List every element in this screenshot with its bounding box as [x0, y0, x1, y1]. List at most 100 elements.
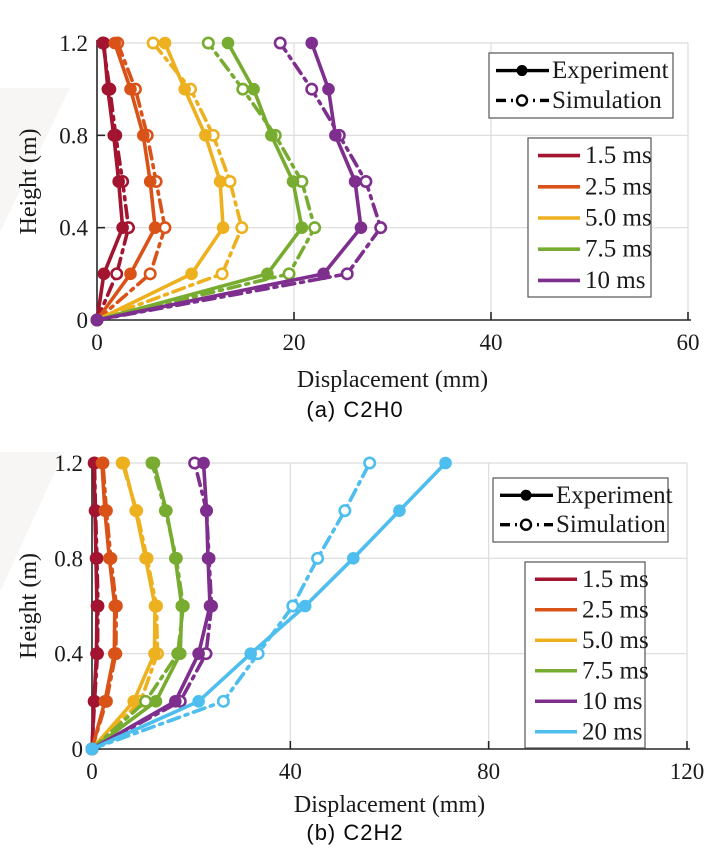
experiment-marker: [101, 82, 115, 96]
x-tick-label-80: 80: [477, 759, 500, 784]
y-tick-label-0: 0: [72, 737, 84, 762]
legend-time-label-7-5-ms: 7.5 ms: [585, 236, 652, 263]
open-circle-marker-icon: [519, 518, 533, 531]
experiment-marker: [354, 221, 368, 234]
legend-time-label-10-ms: 10 ms: [585, 267, 645, 294]
y-tick-label-1.2: 1.2: [59, 31, 88, 56]
y-tick-label-0.4: 0.4: [59, 216, 88, 241]
x-axis-label: Displacement (mm): [294, 792, 485, 818]
experiment-marker: [90, 599, 104, 613]
experiment-marker: [108, 647, 121, 660]
series-7-5-ms-experiment: [90, 36, 309, 327]
experiment-marker: [348, 175, 362, 188]
x-tick-label-0: 0: [86, 759, 98, 784]
simulation-marker: [235, 221, 249, 235]
open-circle-marker-icon: [515, 94, 529, 107]
simulation-marker: [146, 36, 160, 50]
x-tick-label-20: 20: [283, 330, 306, 355]
experiment-marker: [98, 695, 112, 708]
experiment-marker: [136, 129, 150, 142]
experiment-marker: [148, 221, 162, 234]
experiment-marker: [87, 695, 101, 708]
experiment-marker: [185, 267, 198, 281]
experiment-marker: [347, 552, 360, 565]
experiment-marker: [116, 221, 129, 234]
experiment-marker: [124, 267, 137, 281]
y-tick-label-0: 0: [77, 308, 89, 333]
legend-times: 1.5 ms 2.5 ms 5.0 ms 7.5 ms 10 ms 20 ms: [524, 561, 649, 749]
experiment-marker: [173, 647, 187, 660]
experiment-marker: [317, 267, 330, 281]
chart-a: 0 20 40 60 0 0.4 0.8 1.2 Displacement (mm) Height…: [0, 31, 700, 393]
legend-time-label-5-0-ms: 5.0 ms: [582, 627, 649, 654]
experiment-marker: [322, 82, 335, 96]
legend-style-label-experiment: Experiment: [556, 482, 673, 509]
experiment-marker: [143, 175, 157, 188]
experiment-marker: [247, 82, 260, 96]
simulation-marker: [273, 36, 287, 50]
experiment-marker: [112, 175, 125, 188]
experiment-marker: [108, 599, 122, 613]
legend-time-label-10-ms: 10 ms: [582, 688, 642, 715]
simulation-marker: [359, 175, 373, 189]
legend-time-label-20-ms: 20 ms: [582, 718, 642, 745]
experiment-marker: [148, 599, 162, 613]
experiment-marker: [169, 695, 182, 708]
experiment-marker: [216, 221, 230, 234]
series-5-0-ms-experiment: [90, 36, 230, 327]
legend-time-label-1-5-ms: 1.5 ms: [585, 142, 652, 169]
experiment-marker: [97, 267, 111, 281]
simulation-marker: [236, 82, 250, 96]
chart-b: 0 40 80 120 0 0.4 0.8 1.2 Displacement (mm) Heigh…: [0, 451, 704, 818]
caption-b: (b) C2H2: [306, 820, 404, 845]
series-1-5-ms-experiment: [85, 456, 104, 756]
y-tick-label-0.8: 0.8: [59, 123, 88, 148]
experiment-marker: [203, 599, 217, 613]
x-axis-label: Displacement (mm): [297, 367, 488, 393]
x-tick-label-120: 120: [670, 759, 705, 784]
experiment-marker: [261, 267, 274, 281]
simulation-marker: [110, 267, 124, 281]
legend-time-label-7-5-ms: 7.5 ms: [582, 657, 649, 684]
scan-artifact: [0, 88, 70, 232]
experiment-marker: [201, 552, 215, 565]
series-20-ms-experiment: [85, 456, 452, 756]
legend-time-label-5-0-ms: 5.0 ms: [585, 205, 652, 232]
legend-times-box: [524, 561, 646, 749]
experiment-marker: [97, 36, 111, 50]
simulation-marker: [305, 82, 319, 96]
simulation-marker: [363, 456, 377, 470]
experiment-marker: [147, 456, 161, 470]
experiment-marker: [139, 552, 152, 565]
experiment-marker: [221, 36, 235, 50]
simulation-marker: [215, 267, 229, 281]
legend-style-box: [488, 52, 674, 119]
experiment-marker: [117, 456, 131, 470]
experiment-marker: [129, 504, 142, 517]
simulation-marker: [340, 267, 354, 281]
experiment-marker: [192, 647, 205, 660]
experiment-marker: [98, 504, 112, 517]
y-tick-label-0.4: 0.4: [54, 642, 83, 667]
experiment-marker: [103, 552, 116, 565]
experiment-marker: [169, 552, 182, 565]
experiment-marker: [160, 504, 173, 517]
caption-a: (a) C2H0: [306, 397, 404, 422]
experiment-marker: [124, 82, 137, 96]
experiment-marker: [298, 599, 312, 613]
scan-artifact: [0, 452, 64, 592]
experiment-marker: [265, 129, 278, 142]
experiment-marker: [95, 456, 109, 470]
filled-circle-marker-icon: [520, 489, 532, 501]
legend-style-label-experiment: Experiment: [552, 57, 669, 84]
experiment-marker: [148, 647, 161, 660]
simulation-marker: [216, 694, 230, 708]
legend-time-label-1-5-ms: 1.5 ms: [582, 566, 649, 593]
experiment-marker: [178, 82, 191, 96]
experiment-marker: [197, 456, 210, 470]
simulation-marker: [338, 504, 352, 518]
experiment-marker: [305, 36, 319, 50]
